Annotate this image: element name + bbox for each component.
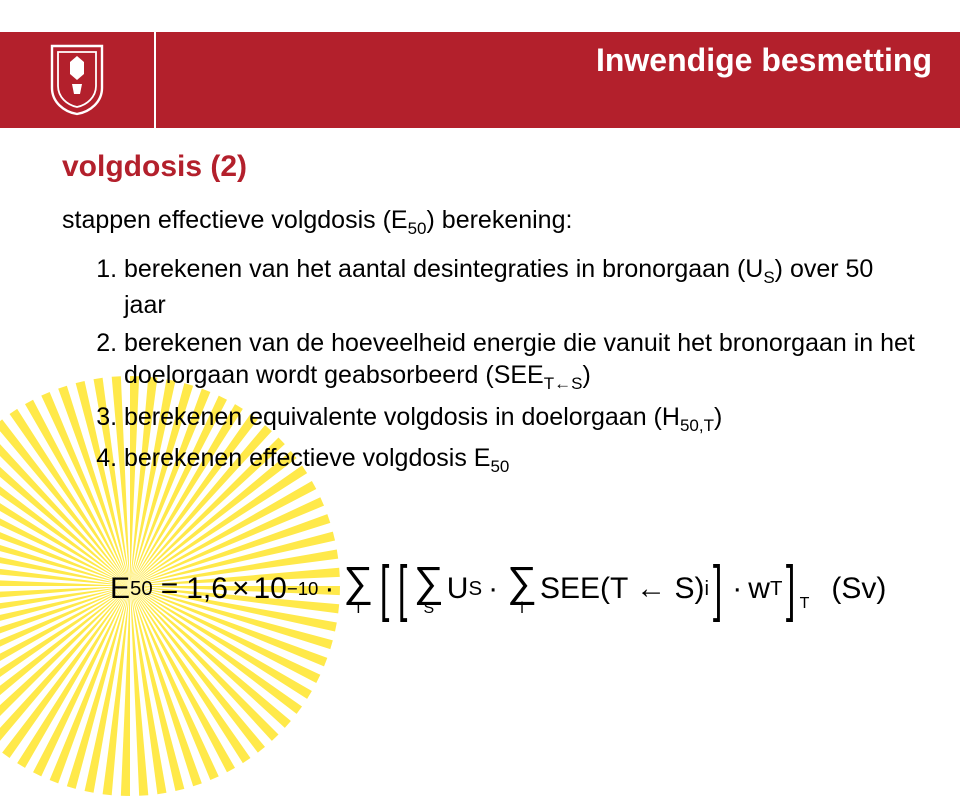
intro-line: stappen effectieve volgdosis (E50) berek… — [62, 206, 920, 239]
page-title: Inwendige besmetting — [596, 42, 932, 79]
shield-logo-icon — [48, 44, 106, 116]
step-item: berekenen van het aantal desintegraties … — [124, 253, 920, 321]
logo-box — [0, 32, 154, 128]
step-item: berekenen equivalente volgdosis in doelo… — [124, 401, 920, 437]
section-heading: volgdosis (2) — [62, 150, 920, 184]
content-area: volgdosis (2) stappen effectieve volgdos… — [62, 150, 920, 484]
header-bar: Inwendige besmetting — [0, 32, 960, 128]
equation: E50 = 1,6 × 10−10 · ∑T [[ ∑S US · ∑i SEE… — [110, 558, 886, 620]
step-item: berekenen van de hoeveelheid energie die… — [124, 327, 920, 395]
title-band: Inwendige besmetting — [154, 32, 960, 128]
step-item: berekenen effectieve volgdosis E50 — [124, 442, 920, 478]
steps-list: berekenen van het aantal desintegraties … — [62, 253, 920, 478]
